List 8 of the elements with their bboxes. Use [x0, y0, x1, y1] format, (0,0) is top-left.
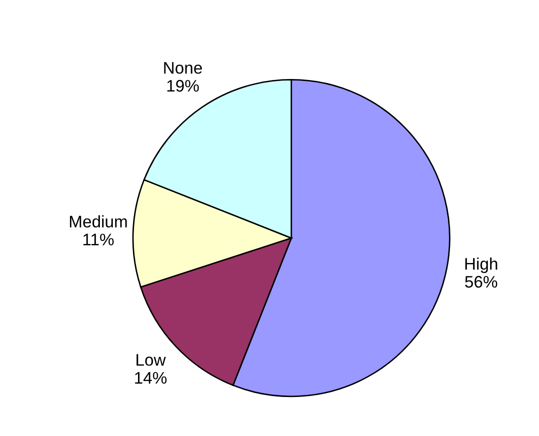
data-label: 56% [465, 276, 498, 288]
data-label: 14% [135, 372, 167, 384]
slice-label: Low [136, 354, 166, 366]
data-label: 11% [83, 234, 114, 246]
slice-label: None [164, 62, 202, 74]
data-label: 19% [167, 80, 199, 92]
slice-label: Medium [70, 215, 127, 228]
slice-label: High [465, 258, 498, 274]
